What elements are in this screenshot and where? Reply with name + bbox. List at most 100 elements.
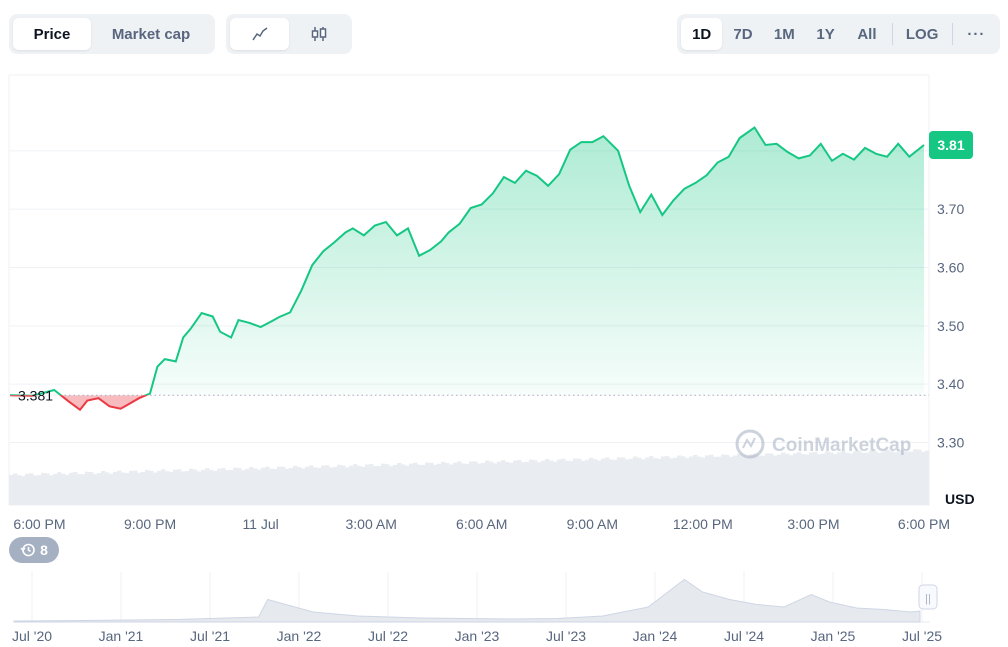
volume-bar	[453, 462, 458, 505]
line-chart-icon	[251, 27, 267, 41]
range-1y-button[interactable]: 1Y	[816, 25, 835, 43]
volume-bar	[513, 460, 518, 505]
volume-bar	[73, 471, 78, 505]
volume-bar	[169, 471, 174, 505]
volume-bar	[141, 472, 146, 505]
volume-bar	[873, 450, 878, 505]
volume-bar	[421, 464, 426, 505]
watermark-text: CoinMarketCap	[772, 435, 911, 456]
navigator-x-tick-label: Jan '21	[99, 628, 144, 644]
volume-bar	[269, 468, 274, 505]
volume-bar	[473, 461, 478, 505]
y-tick-label: 3.40	[937, 376, 964, 392]
volume-bar	[861, 452, 866, 505]
volume-bar	[381, 463, 386, 505]
x-tick-label: 9:00 PM	[124, 516, 176, 532]
volume-bar	[505, 461, 510, 505]
volume-bar	[9, 475, 14, 505]
volume-bar	[37, 475, 42, 505]
y-tick-label: 3.60	[937, 260, 964, 276]
volume-bar	[389, 466, 394, 505]
volume-bar	[277, 466, 282, 505]
x-tick-label: 9:00 AM	[567, 516, 618, 532]
volume-bars	[9, 449, 930, 505]
volume-bar	[65, 474, 70, 505]
current-price-tag: 3.81	[929, 131, 973, 159]
volume-bar	[821, 453, 826, 505]
volume-bar	[241, 470, 246, 505]
volume-bar	[809, 452, 814, 505]
volume-bar	[41, 472, 46, 505]
log-scale-button[interactable]: LOG	[905, 25, 939, 43]
volume-bar	[393, 464, 398, 505]
volume-bar	[49, 475, 54, 505]
volume-bar	[233, 467, 238, 505]
volume-bar	[573, 458, 578, 505]
volume-bar	[657, 458, 662, 505]
volume-bar	[717, 456, 722, 505]
events-badge[interactable]: 8	[9, 537, 59, 563]
range-navigator[interactable]: || Jul '20 Jan '21 Jul '21 Jan '22 Jul '22 Ja…	[0, 560, 1008, 647]
volume-bar	[757, 455, 762, 505]
volume-bar	[893, 452, 898, 505]
volume-bar	[89, 472, 94, 505]
volume-bar	[217, 468, 222, 505]
volume-bar	[925, 450, 930, 505]
volume-bar	[385, 464, 390, 505]
x-tick-label: 6:00 PM	[898, 516, 950, 532]
y-axis: 3.303.403.503.603.703.80	[937, 143, 964, 451]
range-7d-button[interactable]: 7D	[733, 25, 753, 43]
volume-bar	[265, 466, 270, 505]
volume-bar	[545, 458, 550, 505]
volume-bar	[749, 454, 754, 505]
volume-bar	[97, 473, 102, 505]
volume-bar	[17, 475, 22, 505]
volume-bar	[209, 469, 214, 505]
volume-bar	[857, 450, 862, 505]
range-1d-button[interactable]: 1D	[681, 18, 723, 50]
volume-bar	[245, 468, 250, 505]
volume-bar	[633, 456, 638, 505]
navigator-handle[interactable]: ||	[918, 584, 938, 610]
volume-bar	[533, 460, 538, 505]
volume-bar	[673, 457, 678, 505]
volume-bar	[57, 472, 62, 505]
candlestick-button[interactable]	[289, 18, 348, 50]
volume-bar	[897, 450, 902, 505]
volume-bar	[529, 459, 534, 505]
volume-bar	[597, 460, 602, 505]
volume-bar	[885, 449, 890, 505]
range-1m-button[interactable]: 1M	[773, 25, 795, 43]
volume-bar	[213, 470, 218, 505]
volume-bar	[845, 452, 850, 505]
volume-bar	[121, 472, 126, 505]
volume-bar	[401, 464, 406, 505]
volume-bar	[305, 466, 310, 505]
volume-bar	[477, 463, 482, 505]
volume-bar	[909, 451, 914, 505]
x-axis: 6:00 PM 9:00 PM 11 Jul 3:00 AM 6:00 AM 9:00 A…	[13, 516, 950, 532]
volume-bar	[917, 449, 922, 505]
volume-bar	[765, 453, 770, 505]
market-cap-tab[interactable]: Market cap	[111, 25, 191, 43]
volume-bar	[501, 460, 506, 505]
price-tab[interactable]: Price	[13, 18, 91, 50]
volume-bar	[365, 464, 370, 505]
volume-bar	[189, 468, 194, 505]
volume-bar	[205, 468, 210, 505]
volume-bar	[161, 469, 166, 505]
volume-bar	[13, 473, 18, 505]
volume-bar	[177, 469, 182, 505]
navigator-x-tick-label: Jul '24	[724, 628, 764, 644]
volume-bar	[153, 472, 158, 505]
line-chart-button[interactable]	[230, 18, 289, 50]
more-options-button[interactable]: ···	[967, 25, 986, 43]
price-chart[interactable]: CoinMarketCap 3.303.403.503.603.703.80 6…	[0, 60, 1008, 540]
volume-bar	[681, 456, 686, 505]
volume-bar	[769, 453, 774, 505]
range-all-button[interactable]: All	[857, 25, 877, 43]
volume-bar	[149, 470, 154, 505]
volume-bar	[249, 466, 254, 505]
volume-bar	[469, 461, 474, 505]
volume-bar	[521, 462, 526, 505]
